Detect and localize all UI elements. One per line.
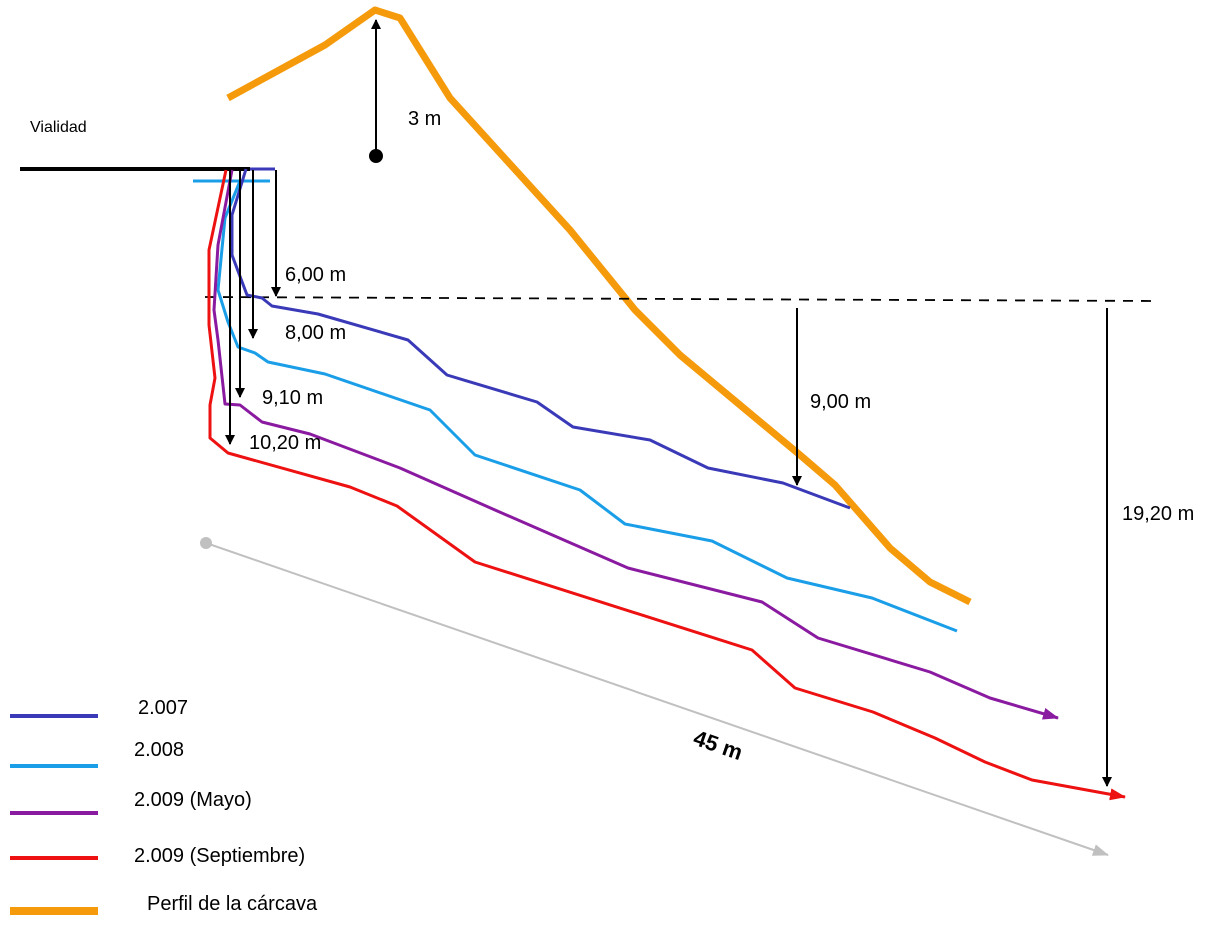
road-label: Vialidad [30, 119, 87, 136]
legend-label-2009-sep: 2.009 (Septiembre) [134, 845, 305, 867]
length-arrow [205, 542, 1109, 856]
depth-label-2009-may: 9,10 m [262, 387, 323, 409]
peak-height-label: 3 m [408, 108, 441, 130]
length-label: 45 m [690, 725, 746, 765]
line-2009-sep [207, 169, 1126, 801]
gully-profile-line [226, 6, 972, 606]
line-2009-may [212, 169, 1059, 720]
legend-label-2007: 2.007 [138, 697, 188, 719]
legend-label-2008: 2.008 [134, 739, 184, 761]
legend-label-gully: Perfil de la cárcava [147, 893, 318, 915]
line-2007 [230, 168, 851, 510]
depth-label-right-total: 19,20 m [1122, 503, 1194, 525]
line-2008 [216, 180, 958, 633]
peak-height-dot [369, 149, 383, 163]
legend: 2.007 2.008 2.009 (Mayo) 2.009 (Septiemb… [10, 697, 318, 915]
depth-label-right-mid: 9,00 m [810, 391, 871, 413]
depth-label-2008: 8,00 m [285, 322, 346, 344]
legend-label-2009-may: 2.009 (Mayo) [134, 789, 252, 811]
depth-label-2007: 6,00 m [285, 264, 346, 286]
reference-dashed-line [204, 296, 1156, 302]
depth-label-2009-sep: 10,20 m [249, 432, 321, 454]
length-arrow-dot [200, 537, 212, 549]
